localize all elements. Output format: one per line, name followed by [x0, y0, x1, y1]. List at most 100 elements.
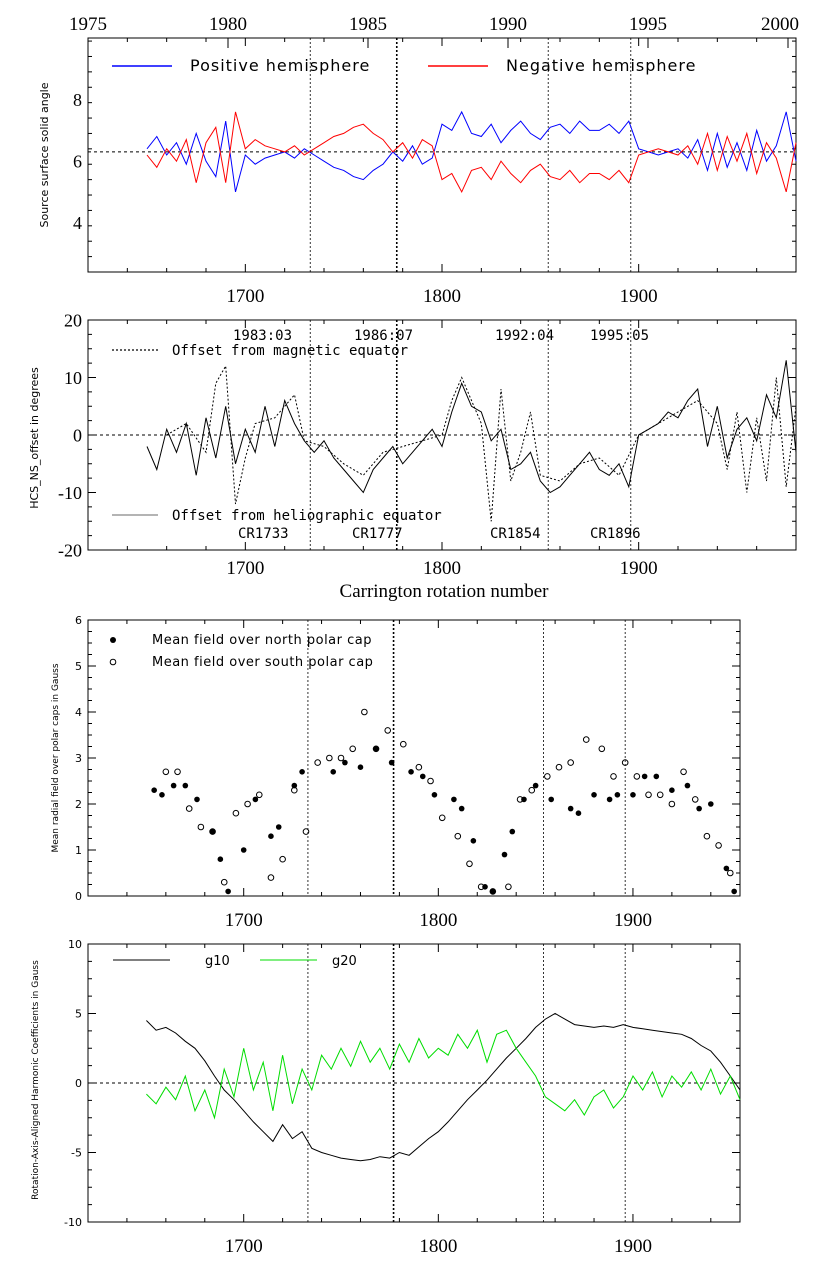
north-cap-point: [388, 759, 395, 766]
north-cap-point: [630, 792, 636, 798]
legend-label-g10: g10: [205, 954, 230, 969]
south-cap-point: [454, 832, 462, 840]
north-cap-point: [669, 787, 675, 793]
panel-polar-cap-field: Mean radial field over polar caps in Gau…: [51, 614, 741, 931]
north-cap-point: [458, 805, 465, 812]
x-tick-label: 1700: [226, 286, 264, 307]
north-cap-point: [684, 782, 691, 789]
x-tick-label: 1700: [225, 1236, 263, 1257]
y-tick-label: -5: [71, 1146, 82, 1159]
south-cap-point: [668, 800, 676, 808]
north-cap-point: [723, 865, 730, 872]
south-cap-point: [255, 791, 263, 799]
south-cap-point: [544, 773, 551, 780]
y-tick-label: 10: [68, 938, 82, 951]
north-cap-point: [606, 796, 613, 803]
south-cap-point: [326, 754, 333, 762]
legend-label-negative: Negative hemisphere: [506, 56, 696, 75]
annotations: 1983:03 1986:07 1992:04 1995:05 CR1733 C…: [233, 328, 649, 542]
x-tick-label: 1800: [419, 1236, 457, 1257]
south-cap-point: [691, 796, 699, 803]
south-cap-point: [477, 883, 485, 891]
legend-label-magnetic: Offset from magnetic equator: [172, 343, 408, 359]
south-cap-point: [656, 791, 664, 799]
south-cap-point: [555, 763, 563, 771]
y-tick-label: 0: [75, 890, 82, 903]
y-tick-label: 0: [73, 425, 82, 445]
north-cap-point: [170, 782, 177, 789]
panel-hcs-offset: HCS_NS_offset in degrees 1700 1800 1900 -20…: [28, 310, 797, 602]
series-line-offset-from-magnetic-equator: [166, 364, 797, 522]
north-cap-point: [451, 796, 457, 803]
y-tick-label: -20: [58, 540, 82, 560]
south-cap-point: [427, 777, 434, 785]
north-cap-point: [275, 824, 282, 830]
y-axis-label: Rotation-Axis-Aligned Harmonic Coefficie…: [31, 960, 41, 1200]
south-cap-point: [162, 768, 170, 776]
legend: g10 g20: [113, 954, 357, 969]
date-label: 1986:07: [354, 328, 413, 344]
south-cap-point: [715, 842, 722, 849]
y-tick-label: 6: [73, 151, 82, 171]
cr-label: CR1777: [352, 526, 403, 542]
north-cap-point: [291, 782, 298, 789]
north-cap-point: [470, 838, 477, 844]
cr-label: CR1733: [238, 526, 289, 542]
y-tick-label: 4: [73, 213, 82, 233]
south-cap-point: [505, 883, 512, 891]
legend-label-positive: Positive hemisphere: [190, 56, 370, 75]
x-tick-label: 1900: [620, 558, 658, 579]
legend-label-south: Mean field over south polar cap: [152, 655, 373, 670]
top-tick-label: 1985: [349, 14, 387, 35]
north-cap-point: [373, 746, 379, 752]
date-label: 1992:04: [495, 328, 554, 344]
y-tick-label: 0: [75, 1077, 82, 1090]
south-cap-point: [610, 773, 617, 780]
series-line-offset-from-heliographic-equator: [146, 360, 797, 494]
legend-marker-north: [110, 637, 116, 643]
south-cap-point: [399, 740, 407, 748]
legend-marker-south: [109, 658, 117, 666]
legend-label-g20: g20: [332, 954, 357, 969]
south-cap-point: [337, 754, 345, 762]
north-cap-point: [419, 773, 426, 780]
top-tick-label: 1995: [629, 14, 667, 35]
plot-area: 1700 1800 1900 -20 -10 0 10 20: [58, 310, 797, 579]
south-cap-point: [302, 828, 310, 835]
south-cap-point: [384, 727, 392, 734]
y-axis-label: Mean radial field over polar caps in Gau…: [51, 663, 61, 852]
north-cap-point: [299, 769, 305, 775]
north-cap-point: [591, 792, 597, 798]
y-axis-label: HCS_NS_offset in degrees: [28, 367, 41, 509]
south-cap-point: [726, 869, 734, 877]
north-cap-point: [731, 888, 737, 895]
plot-area: 1700 1800 1900 4 6 8: [73, 37, 797, 307]
south-cap-point: [314, 759, 321, 766]
south-cap-point: [621, 759, 629, 766]
north-cap-point: [225, 888, 231, 895]
south-cap-point: [185, 805, 193, 812]
north-cap-point: [548, 796, 555, 803]
plot-area: 1700 1800 1900 -10 -5 0 5 10: [64, 938, 741, 1257]
north-cap-point: [209, 828, 216, 835]
north-cap-point: [357, 764, 364, 770]
x-tick-label: 1700: [225, 910, 263, 931]
south-cap-point: [244, 800, 251, 808]
cr-label: CR1854: [490, 526, 541, 542]
x-tick-label: 1800: [423, 286, 461, 307]
north-cap-point: [708, 801, 714, 807]
south-cap-point: [703, 832, 711, 840]
x-tick-label: 1800: [419, 910, 457, 931]
y-tick-label: 10: [64, 368, 82, 388]
north-cap-point: [194, 796, 200, 803]
north-cap-point: [182, 782, 189, 789]
y-tick-label: 4: [75, 706, 82, 719]
top-tick-label: 2000: [761, 14, 799, 35]
south-cap-point: [528, 786, 536, 794]
series-line-g20: [146, 1028, 741, 1120]
series-line-g10: [146, 1012, 741, 1162]
legend-label-heliographic: Offset from heliographic equator: [172, 508, 442, 524]
north-cap-point: [653, 773, 660, 780]
x-tick-label: 1900: [614, 910, 652, 931]
